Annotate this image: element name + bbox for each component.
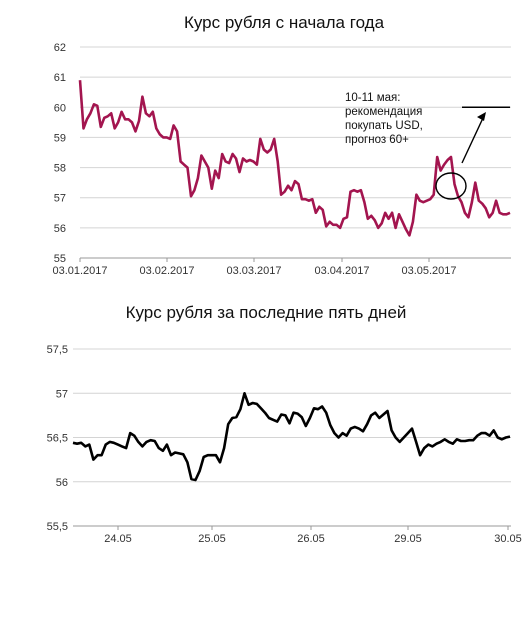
x-tick-label: 03.04.2017: [314, 265, 369, 277]
x-tick-label: 03.02.2017: [139, 265, 194, 277]
x-tick-label: 03.03.2017: [226, 265, 281, 277]
y-tick-label: 58: [54, 163, 66, 175]
x-tick-label: 25.05: [198, 533, 226, 545]
highlight-ellipse: [435, 172, 467, 200]
y-tick-label: 57: [56, 388, 68, 400]
x-tick-label: 29.05: [394, 533, 422, 545]
annotation-line-2: рекомендация: [345, 106, 422, 118]
five-day-ruble-chart: Курс рубля за последние пять дней 55,5 56…: [47, 303, 522, 545]
five-day-ruble-series-line: [72, 392, 511, 482]
y-tick-label: 55: [54, 253, 66, 265]
x-tick-label: 03.05.2017: [401, 265, 456, 277]
annotation-line-4: прогноз 60+: [345, 134, 409, 146]
y-tick-label: 59: [54, 132, 66, 144]
five-day-chart-title: Курс рубля за последние пять дней: [126, 303, 407, 322]
x-tick-label: 24.05: [104, 533, 132, 545]
y-tick-label: 56: [54, 223, 66, 235]
ytd-chart-title: Курс рубля с начала года: [184, 13, 385, 32]
ytd-ruble-chart: Курс рубля с начала года 55 56 57 58 59 60 61 6…: [52, 13, 511, 277]
ytd-ruble-series-line: [78, 80, 511, 237]
y-tick-label: 56: [56, 477, 68, 489]
y-tick-label: 61: [54, 72, 66, 84]
y-tick-label: 57: [54, 193, 66, 205]
x-tick-label: 30.05: [494, 533, 522, 545]
forecast-arrow-line: [461, 117, 484, 164]
y-tick-label: 56,5: [47, 433, 68, 445]
x-tick-label: 26.05: [297, 533, 325, 545]
annotation-line-3: покупать USD,: [345, 120, 423, 132]
forecast-arrow-head: [477, 112, 486, 121]
y-tick-label: 57,5: [47, 344, 68, 356]
annotation-line-1: 10-11 мая:: [345, 92, 400, 104]
y-tick-label: 55,5: [47, 521, 68, 533]
x-tick-label: 03.01.2017: [52, 265, 107, 277]
y-tick-label: 60: [54, 102, 66, 114]
y-tick-label: 62: [54, 42, 66, 54]
forecast-annotation: 10-11 мая: рекомендация покупать USD, пр…: [345, 92, 510, 200]
